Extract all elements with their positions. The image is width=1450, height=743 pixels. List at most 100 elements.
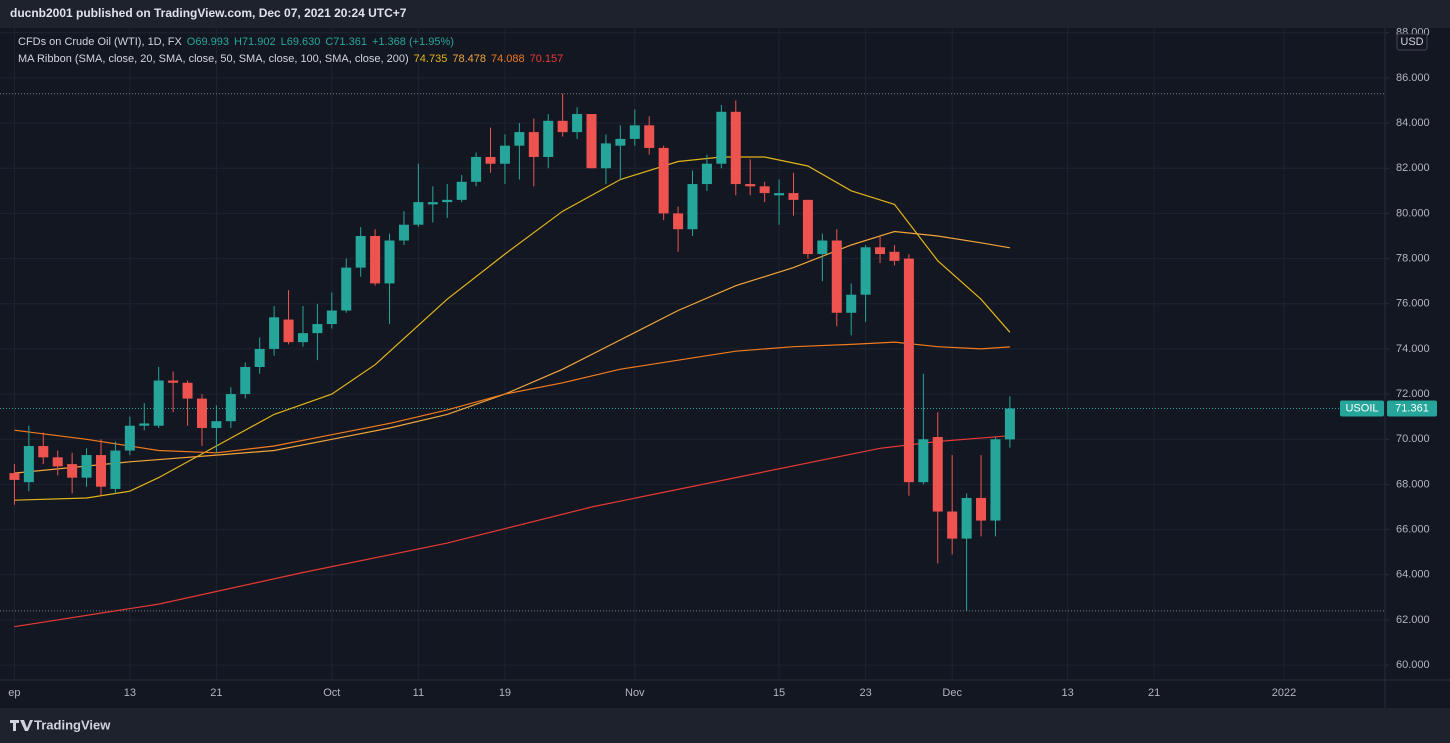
candle-body	[629, 125, 640, 139]
ma-line	[14, 156, 1011, 501]
candle-body	[572, 114, 583, 133]
candle-body	[9, 473, 20, 480]
candle-body	[240, 366, 251, 395]
candle-body	[514, 132, 525, 146]
candle-body	[499, 145, 510, 164]
y-tick-label: 70.000	[1396, 433, 1430, 445]
candle-body	[774, 193, 785, 196]
x-tick-label: Nov	[625, 687, 645, 699]
y-tick-label: 74.000	[1396, 343, 1430, 355]
candle-body	[903, 258, 914, 483]
candle-body	[182, 382, 193, 399]
header: ducnb2001 published on TradingView.com, …	[10, 6, 407, 20]
currency-label: USD	[1400, 36, 1423, 48]
candle-body	[1004, 408, 1015, 440]
candle-body	[976, 497, 987, 521]
candle-body	[297, 333, 308, 343]
candle-body	[312, 324, 323, 334]
y-tick-label: 68.000	[1396, 478, 1430, 490]
x-tick-label: 21	[210, 687, 222, 699]
x-tick-label: 2022	[1272, 687, 1296, 699]
x-tick-label: ep	[8, 687, 20, 699]
y-tick-label: 72.000	[1396, 388, 1430, 400]
symbol: CFDs on Crude Oil (WTI), 1D, FX	[18, 36, 182, 48]
candle-body	[788, 193, 799, 200]
candle-body	[687, 184, 698, 230]
candle-body	[254, 348, 265, 367]
y-tick-label: 80.000	[1396, 207, 1430, 219]
ticker-label: USOIL	[1345, 402, 1378, 414]
candle-body	[52, 457, 63, 467]
candle-body	[875, 247, 886, 255]
y-tick-label: 78.000	[1396, 252, 1430, 264]
candle-body	[67, 464, 78, 478]
candle-body	[485, 156, 496, 164]
x-tick-label: Dec	[942, 687, 962, 699]
x-tick-label: 19	[499, 687, 511, 699]
ma-value: 78.478	[452, 53, 486, 65]
ohlc: C71.361	[325, 36, 367, 48]
candle-body	[211, 421, 222, 428]
x-tick-label: 15	[773, 687, 785, 699]
candle-body	[600, 143, 611, 169]
bottom-bar	[0, 708, 1450, 743]
candle-body	[139, 423, 150, 426]
candle-body	[23, 446, 34, 483]
candle-body	[81, 455, 92, 478]
candle-body	[701, 163, 712, 185]
candle-body	[225, 394, 236, 422]
ticker-box	[1340, 400, 1384, 417]
brand-logo	[10, 720, 33, 731]
y-tick-label: 76.000	[1396, 298, 1430, 310]
y-tick-label: 62.000	[1396, 614, 1430, 626]
candle-body	[831, 240, 842, 313]
ma-title: MA Ribbon (SMA, close, 20, SMA, close, 5…	[18, 53, 409, 65]
y-tick-label: 64.000	[1396, 569, 1430, 581]
ma-value: 70.157	[529, 53, 564, 65]
candle-body	[95, 455, 106, 487]
legend-row: CFDs on Crude Oil (WTI), 1D, FX O69.993 H7…	[18, 34, 568, 51]
candle-body	[398, 224, 409, 241]
x-tick-label: 23	[860, 687, 872, 699]
candle-body	[673, 213, 684, 230]
candle-body	[124, 425, 135, 451]
candle-body	[961, 497, 972, 539]
candle-body	[918, 439, 929, 483]
candle-body	[38, 446, 49, 458]
candle-body	[528, 132, 539, 157]
candle-body	[846, 294, 857, 313]
candle-body	[932, 436, 943, 512]
x-tick-label: Oct	[323, 687, 340, 699]
ma-value: 74.088	[490, 53, 525, 65]
y-tick-label: 66.000	[1396, 523, 1430, 535]
candle-body	[413, 202, 424, 225]
candle-body	[947, 511, 958, 539]
candle-body	[658, 147, 669, 214]
y-tick-label: 82.000	[1396, 162, 1430, 174]
candle-body	[759, 186, 770, 194]
ma-value: 74.735	[413, 53, 448, 65]
candle-body	[269, 317, 280, 349]
legend-row: MA Ribbon (SMA, close, 20, SMA, close, 5…	[18, 51, 568, 68]
price-box	[1387, 400, 1437, 417]
x-tick-label: 21	[1148, 687, 1160, 699]
candle-body	[889, 251, 900, 261]
candle-body	[355, 235, 366, 268]
candle-body	[370, 235, 381, 284]
candle-body	[341, 267, 352, 311]
candle-body	[283, 319, 294, 343]
x-tick-label: 11	[413, 687, 424, 699]
candle-body	[110, 450, 121, 489]
y-tick-label: 60.000	[1396, 659, 1430, 671]
candle-body	[427, 202, 438, 205]
y-tick-label: 86.000	[1396, 72, 1430, 84]
top-bar	[0, 0, 1450, 28]
candle-body	[442, 199, 453, 203]
candle-body	[153, 380, 164, 426]
candle-body	[644, 125, 655, 148]
candle-body	[860, 247, 871, 295]
candle-body	[456, 181, 467, 200]
candle-body	[817, 240, 828, 255]
